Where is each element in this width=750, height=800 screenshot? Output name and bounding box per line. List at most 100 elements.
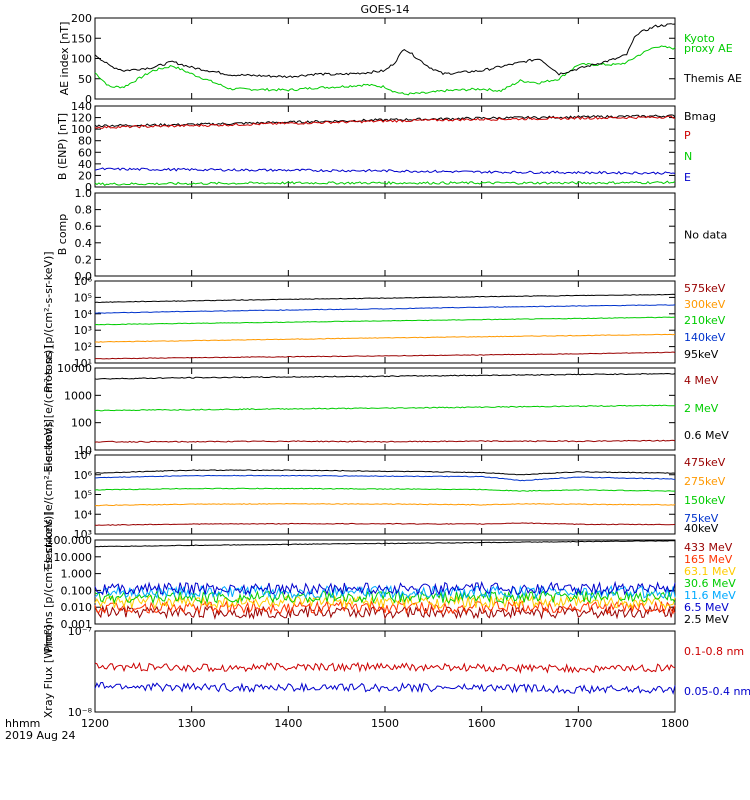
legend-entry-2-mev: 2 MeV — [684, 402, 719, 415]
y-axis-label: Electrons [e/(cm²-s-sr-keV)] — [42, 419, 55, 570]
series-line-2-5-mev — [94, 540, 676, 548]
panel-frame — [94, 105, 676, 188]
legend-entry-n: N — [684, 150, 692, 163]
legend-entry-63-1-mev: 63.1 MeV — [684, 565, 736, 578]
y-tick-label: 10⁴ — [74, 508, 93, 521]
series-line-bmag — [94, 114, 676, 128]
y-tick-label: 140 — [71, 100, 92, 113]
series-line-475kev — [94, 522, 676, 526]
series-line-0-1-0-8-nm — [94, 661, 676, 675]
y-tick-label: 100 — [71, 417, 92, 430]
panel-4: 10⁶ 10⁵ 10⁴ 10³ 10² 10¹ Protons [p/(cm²-s-sr-k… — [42, 251, 726, 392]
x-tick-label: 1300 — [178, 717, 206, 730]
y-tick-label: 10⁴ — [74, 308, 93, 321]
y-axis-label: B comp — [56, 214, 69, 256]
legend: 4 MeV 2 MeV 0.6 MeV — [684, 374, 729, 442]
y-axis-label: Protons [p/(cm²-s-sr-keV)] — [42, 511, 55, 652]
series-line-proxy-ae — [94, 45, 676, 96]
series-line-40kev — [94, 469, 676, 476]
legend-entry-11-6-mev: 11.6 MeV — [684, 589, 736, 602]
legend-entry-2-5-mev: 2.5 MeV — [684, 613, 729, 626]
legend-entry-0-6-mev: 0.6 MeV — [684, 429, 729, 442]
y-tick-label: 10¹ — [74, 357, 92, 370]
x-axis-label-line1: hhmm — [5, 717, 40, 730]
panel-frame — [94, 280, 676, 364]
y-tick-label: 10⁶ — [74, 469, 93, 482]
y-tick-label: 10³ — [74, 324, 92, 337]
legend-entry-150kev: 150keV — [684, 494, 726, 507]
y-tick-label: 10⁶ — [74, 275, 93, 288]
series-line-n — [94, 180, 676, 186]
y-tick-label: 0.8 — [75, 204, 93, 217]
series-line-0-6-mev — [94, 372, 676, 380]
no-data-note: No data — [684, 229, 727, 242]
series-line-150kev — [94, 487, 675, 492]
y-tick-label: 10⁷ — [74, 449, 92, 462]
y-tick-label: 100 — [71, 53, 92, 66]
x-tick-label: 1500 — [371, 717, 399, 730]
legend-entry-30-6-mev: 30.6 MeV — [684, 577, 736, 590]
y-tick-label: 0.010 — [61, 601, 93, 614]
y-tick-label: 10⁵ — [74, 489, 92, 502]
y-tick-label: 0.0 — [75, 270, 93, 283]
legend-entry-475kev: 475keV — [684, 456, 726, 469]
legend-entry-bmag: Bmag — [684, 110, 716, 123]
y-tick-label: 10³ — [74, 528, 92, 541]
y-tick-label: 50 — [78, 73, 92, 86]
y-tick-label: 10⁻⁸ — [68, 706, 93, 719]
y-tick-label: 20 — [78, 169, 92, 182]
legend-entry-140kev: 140keV — [684, 331, 726, 344]
y-tick-label: 40 — [78, 158, 92, 171]
x-tick-label: 1600 — [468, 717, 496, 730]
y-axis-label: Xray Flux [W/m²] — [42, 625, 55, 718]
y-tick-label: 1.000 — [61, 568, 93, 581]
y-tick-label: 100.000 — [47, 534, 93, 547]
series-line-11-6-mev — [94, 584, 676, 600]
y-tick-label: 10⁻⁷ — [68, 625, 92, 638]
x-tick-label: 1700 — [564, 717, 592, 730]
series-line-2-mev — [94, 404, 676, 412]
legend: 0.1-0.8 nm 0.05-0.4 nm — [684, 645, 750, 698]
series-line-300kev — [94, 333, 676, 343]
y-axis-label: AE index [nT] — [58, 22, 71, 96]
series-line-63-1-mev — [94, 594, 676, 610]
y-tick-label: 0.2 — [75, 253, 93, 266]
series-line-275kev — [94, 502, 676, 507]
y-axis-label: Electrons [e/(cm²-s-sr)] — [42, 345, 55, 472]
panel-5: 10000 1000 100 10 Electrons [e/(cm²-s-sr)] 4 … — [42, 345, 729, 472]
y-tick-label: 0.4 — [75, 237, 93, 250]
legend-entry-p: P — [684, 129, 691, 142]
series-line-themis-ae — [94, 23, 676, 79]
legend-entry-165-mev: 165 MeV — [684, 553, 733, 566]
series-line-0-05-0-4-nm — [94, 681, 676, 695]
y-tick-label: 120 — [71, 112, 92, 125]
panel-6: 10⁷ 10⁶ 10⁵ 10⁴ 10³ Electrons [e/(cm²-s-sr-ke… — [42, 419, 726, 570]
y-tick-label: 100 — [71, 123, 92, 136]
legend: Bmag PNE — [684, 110, 716, 184]
legend-entry-275kev: 275keV — [684, 475, 726, 488]
series-line-e — [94, 167, 676, 175]
panel-8: 10⁻⁷ 10⁻⁸ Xray Flux [W/m²] 0.1-0.8 nm 0.05-0… — [42, 625, 750, 719]
series-line-575kev — [95, 351, 676, 360]
legend: No data — [684, 229, 727, 242]
legend-entry-e: E — [684, 171, 691, 184]
y-tick-label: 0 — [85, 93, 92, 106]
y-tick-label: 200 — [71, 12, 92, 25]
legend-entry-proxy-ae: proxy AE — [684, 42, 733, 55]
x-axis-label-line2: 2019 Aug 24 — [5, 729, 75, 742]
legend-entry-40kev: 40keV — [684, 522, 719, 535]
y-tick-label: 0.6 — [75, 220, 93, 233]
y-tick-label: 10 — [78, 444, 92, 457]
panel-frame — [94, 630, 676, 713]
y-tick-label: 10⁵ — [74, 291, 92, 304]
series-line-140kev — [94, 304, 676, 314]
y-tick-label: 80 — [78, 135, 92, 148]
series-line-4-mev — [94, 439, 676, 443]
legend-entry-575kev: 575keV — [684, 282, 726, 295]
